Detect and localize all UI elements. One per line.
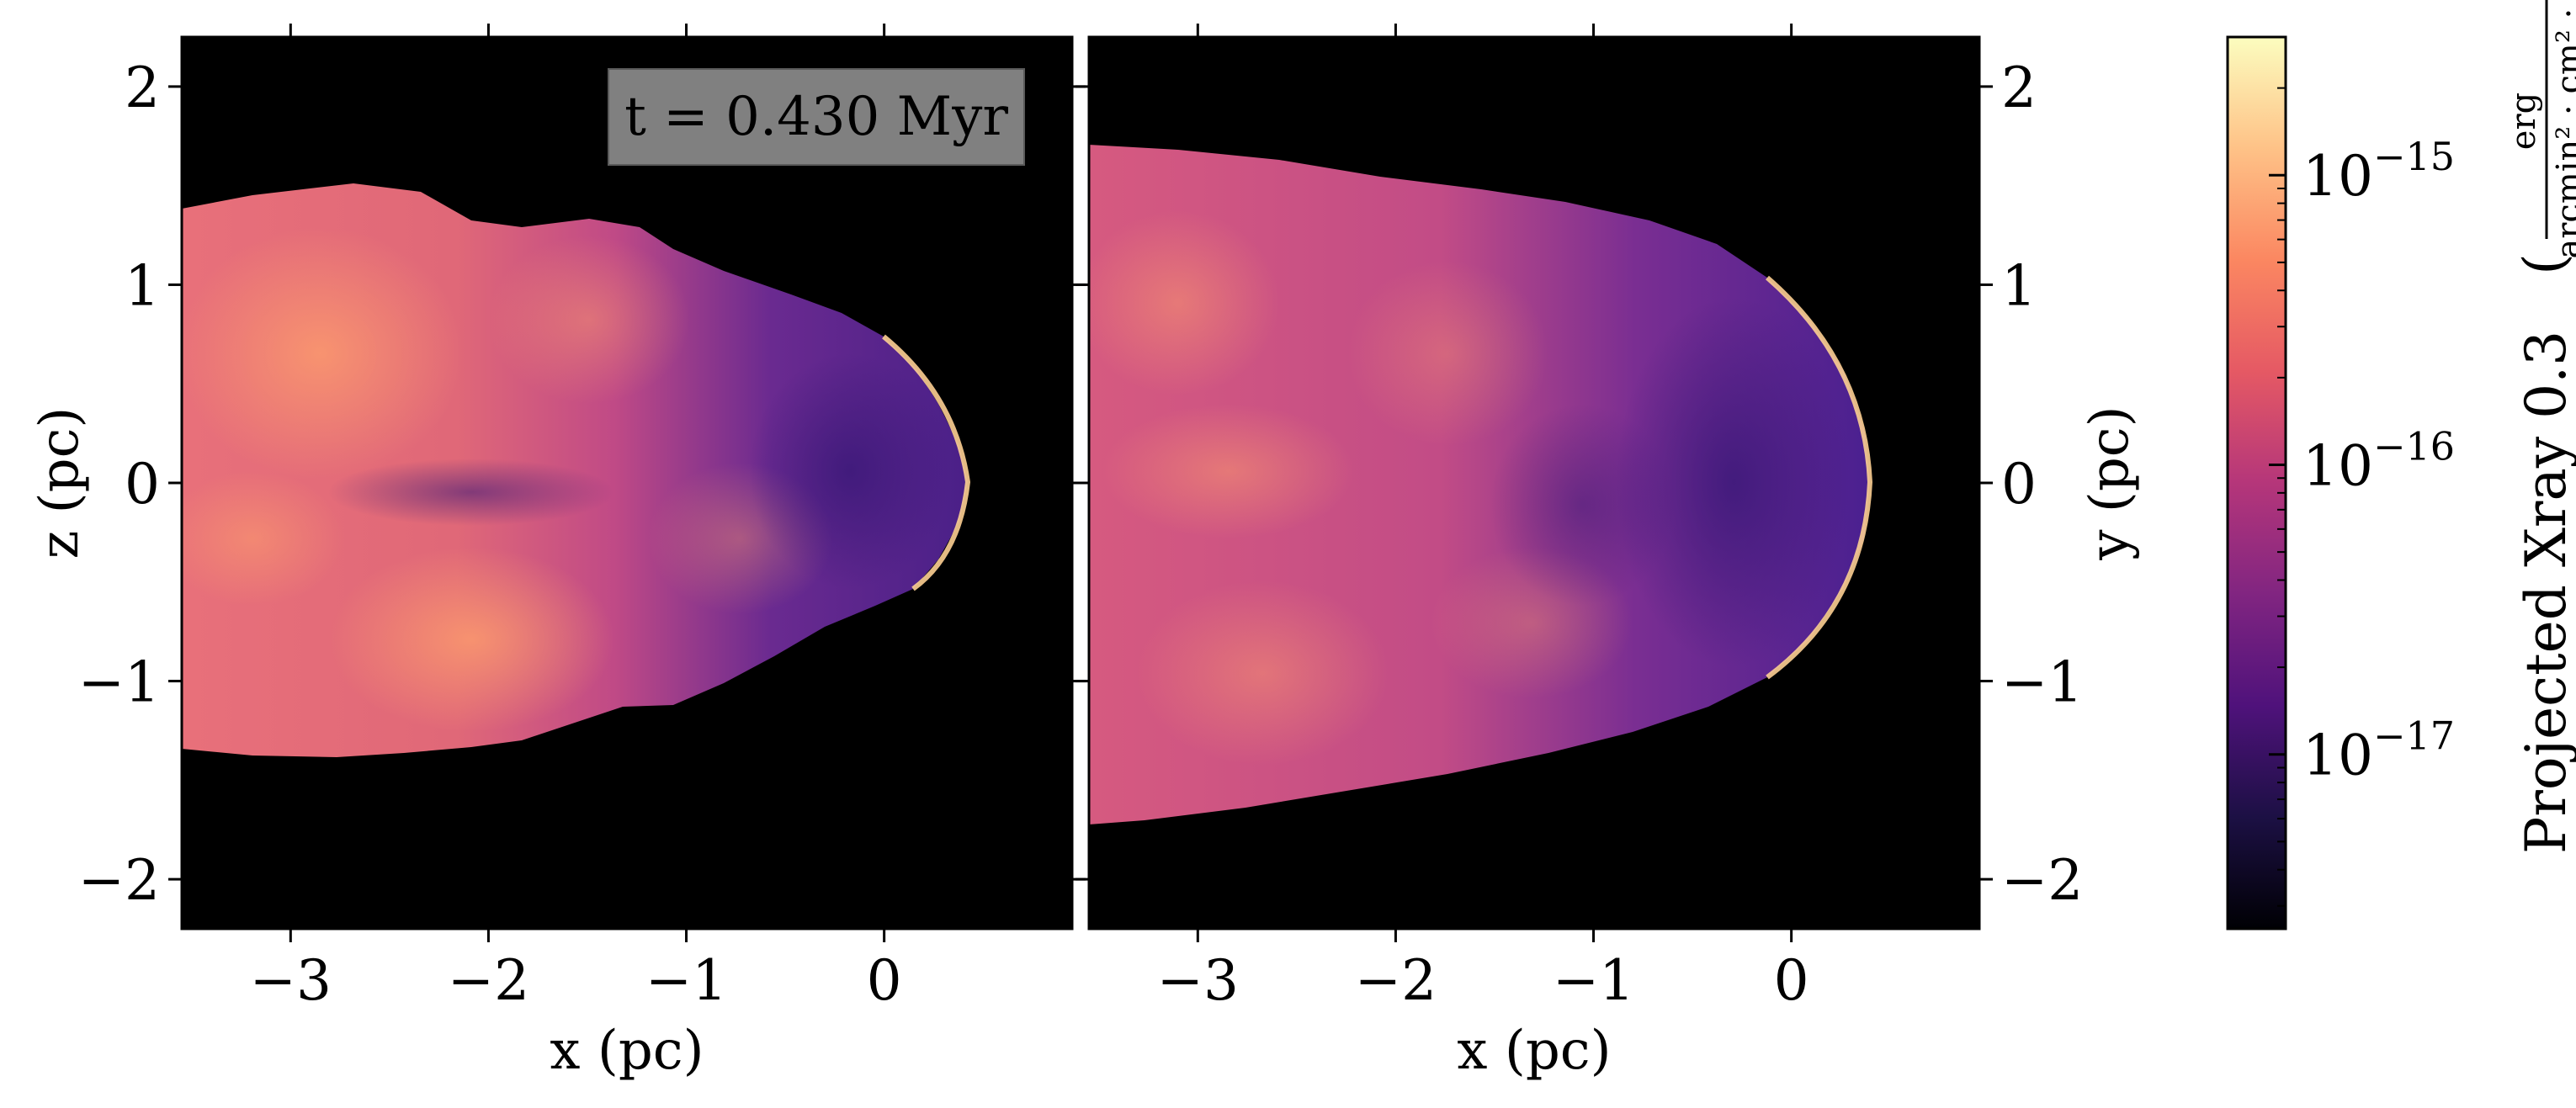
colorbar-unit-denominator: arcmin² · cm² · s [2550,0,2576,259]
left-ytick-label: 1 [125,253,160,318]
colorbar-ticks: 10−17 10−16 10−15 [2269,87,2455,907]
left-ylabel: z (pc) [29,407,91,559]
time-annotation-box [608,68,1025,166]
right-ytick-label: −2 [2001,848,2083,913]
left-ytick-label: 0 [125,452,160,517]
colorbar-tick-label: 10−16 [2302,423,2455,498]
left-emission-field [182,183,971,757]
right-emission-field [1089,145,1873,824]
right-ytick-label: −1 [2001,650,2083,715]
left-ytick-label: 2 [125,56,160,120]
colorbar-unit-open-paren: ( [2512,253,2576,275]
colorbar-label: Projected Xray 0.3 [2514,331,2576,854]
colorbar: 10−17 10−16 10−15 Projected Xray 0.3 ( erg… [2226,0,2576,930]
left-xtick-label: −3 [250,948,332,1013]
left-ytick-label: −1 [78,650,160,715]
left-ytick-label: −2 [78,848,160,913]
colorbar-unit-numerator: erg [2504,93,2543,150]
right-panel: −3 −2 −1 0 2 1 0 −1 −2 x (pc) y (pc) [1076,24,2141,1082]
right-xtick-label: −3 [1157,948,1239,1013]
right-xtick-label: 0 [1774,948,1809,1013]
right-axes: −3 −2 −1 0 2 1 0 −1 −2 [1076,24,2083,1013]
right-xtick-label: −1 [1553,948,1634,1013]
right-ylabel: y (pc) [2079,406,2141,560]
left-xtick-label: −1 [645,948,727,1013]
right-xtick-label: −2 [1355,948,1437,1013]
time-annotation: t = 0.430 Myr [624,86,1008,148]
left-xtick-label: 0 [867,948,902,1013]
right-xlabel: x (pc) [1457,1020,1611,1082]
left-xlabel: x (pc) [550,1020,704,1082]
right-ytick-label: 1 [2001,253,2037,318]
colorbar-label-group: Projected Xray 0.3 ( erg arcmin² · cm² ·… [2504,0,2576,854]
right-ytick-label: 2 [2001,56,2037,120]
left-panel: t = 0.430 Myr −3 −2 −1 0 2 1 0 −1 −2 x (pc) z (p… [29,24,1086,1082]
right-ytick-label: 0 [2001,452,2037,517]
left-axes: −3 −2 −1 0 2 1 0 −1 −2 [78,24,1086,1013]
colorbar-gradient [2226,35,2287,930]
left-xtick-label: −2 [448,948,529,1013]
colorbar-tick-label: 10−15 [2302,134,2455,209]
colorbar-tick-label: 10−17 [2302,713,2455,788]
